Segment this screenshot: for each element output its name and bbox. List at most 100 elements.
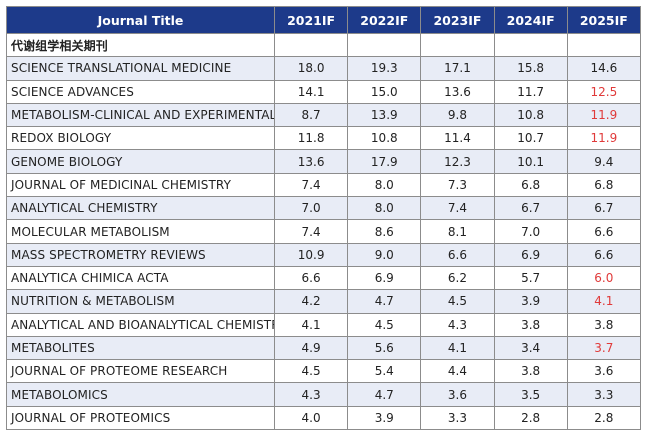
section-empty-cell [566, 32, 641, 58]
if-value-cell: 8.1 [420, 219, 495, 244]
if-value-cell: 11.9 [566, 102, 641, 128]
if-value-cell: 3.6 [566, 359, 641, 384]
header-2024if: 2024IF [493, 6, 568, 34]
journal-title-cell: MASS SPECTROMETRY REVIEWS [6, 242, 275, 267]
journal-title-cell: SCIENCE TRANSLATIONAL MEDICINE [6, 56, 275, 81]
if-value-cell: 8.6 [347, 219, 422, 244]
if-value-cell: 4.9 [273, 335, 349, 361]
if-value-cell: 3.5 [493, 382, 568, 407]
if-value-cell: 12.5 [566, 79, 641, 104]
if-value-cell: 10.8 [347, 126, 422, 151]
impact-factor-table-container: Journal Title 2021IF 2022IF 2023IF 2024I… [6, 6, 641, 436]
if-value-cell: 7.3 [420, 172, 495, 198]
if-value-cell: 10.1 [493, 149, 568, 174]
journal-title-cell: NUTRITION & METABOLISM [6, 289, 275, 314]
journal-title-cell: ANALYTICAL AND BIOANALYTICAL CHEMISTRY [6, 312, 275, 337]
if-value-cell: 5.7 [493, 265, 568, 291]
header-row: Journal Title 2021IF 2022IF 2023IF 2024I… [6, 6, 641, 34]
table-row: MASS SPECTROMETRY REVIEWS 10.9 9.0 6.6 6.9 6.… [6, 242, 641, 267]
if-value-cell: 4.3 [273, 382, 349, 407]
if-value-cell: 5.6 [347, 335, 422, 361]
journal-title-cell: ANALYTICA CHIMICA ACTA [6, 265, 275, 291]
journal-title-cell: JOURNAL OF PROTEOME RESEARCH [6, 359, 275, 384]
if-value-cell: 11.4 [420, 126, 495, 151]
if-value-cell: 4.7 [347, 382, 422, 407]
if-value-cell: 10.8 [493, 102, 568, 128]
journal-title-cell: JOURNAL OF PROTEOMICS [6, 405, 275, 431]
if-value-cell: 3.8 [566, 312, 641, 337]
table-row: METABOLITES 4.9 5.6 4.1 3.4 3.7 [6, 335, 641, 361]
if-value-cell: 2.8 [493, 405, 568, 431]
if-value-cell: 6.0 [566, 265, 641, 291]
header-2021if: 2021IF [273, 6, 349, 34]
if-value-cell: 18.0 [273, 56, 349, 81]
if-value-cell: 3.6 [420, 382, 495, 407]
if-value-cell: 3.7 [566, 335, 641, 361]
impact-factor-table: Journal Title 2021IF 2022IF 2023IF 2024I… [6, 6, 641, 431]
section-label: 代谢组学相关期刊 [6, 32, 275, 58]
header-2025if: 2025IF [566, 6, 641, 34]
if-value-cell: 14.6 [566, 56, 641, 81]
if-value-cell: 4.1 [566, 289, 641, 314]
table-row: GENOME BIOLOGY 13.6 17.9 12.3 10.1 9.4 [6, 149, 641, 174]
if-value-cell: 3.3 [420, 405, 495, 431]
if-value-cell: 6.8 [566, 172, 641, 198]
table-row: JOURNAL OF MEDICINAL CHEMISTRY 7.4 8.0 7.3 6… [6, 172, 641, 198]
if-value-cell: 15.8 [493, 56, 568, 81]
table-row: ANALYTICAL AND BIOANALYTICAL CHEMISTRY 4.… [6, 312, 641, 337]
if-value-cell: 7.4 [273, 172, 349, 198]
if-value-cell: 15.0 [347, 79, 422, 104]
if-value-cell: 14.1 [273, 79, 349, 104]
table-row: JOURNAL OF PROTEOMICS 4.0 3.9 3.3 2.8 2.8 [6, 405, 641, 431]
table-row: ANALYTICAL CHEMISTRY 7.0 8.0 7.4 6.7 6.7 [6, 196, 641, 221]
if-value-cell: 8.7 [273, 102, 349, 128]
section-row: 代谢组学相关期刊 [6, 32, 641, 58]
journal-title-cell: METABOLITES [6, 335, 275, 361]
table-row: JOURNAL OF PROTEOME RESEARCH 4.5 5.4 4.4 3.8… [6, 359, 641, 384]
if-value-cell: 4.1 [273, 312, 349, 337]
if-value-cell: 4.1 [420, 335, 495, 361]
table-row: METABOLISM-CLINICAL AND EXPERIMENTAL 8.7 1… [6, 102, 641, 128]
if-value-cell: 8.0 [347, 196, 422, 221]
table-row: MOLECULAR METABOLISM 7.4 8.6 8.1 7.0 6.6 [6, 219, 641, 244]
journal-title-cell: JOURNAL OF MEDICINAL CHEMISTRY [6, 172, 275, 198]
section-empty-cell [347, 32, 422, 58]
table-row: ANALYTICA CHIMICA ACTA 6.6 6.9 6.2 5.7 6.0 [6, 265, 641, 291]
if-value-cell: 17.9 [347, 149, 422, 174]
if-value-cell: 12.3 [420, 149, 495, 174]
if-value-cell: 6.6 [420, 242, 495, 267]
if-value-cell: 4.5 [273, 359, 349, 384]
if-value-cell: 6.6 [566, 219, 641, 244]
if-value-cell: 13.6 [273, 149, 349, 174]
if-value-cell: 7.4 [420, 196, 495, 221]
if-value-cell: 5.4 [347, 359, 422, 384]
if-value-cell: 9.8 [420, 102, 495, 128]
table-body: 代谢组学相关期刊 SCIENCE TRANSLATIONAL MEDICINE 1… [6, 32, 641, 431]
if-value-cell: 19.3 [347, 56, 422, 81]
if-value-cell: 4.4 [420, 359, 495, 384]
if-value-cell: 6.6 [566, 242, 641, 267]
if-value-cell: 6.8 [493, 172, 568, 198]
table-row: NUTRITION & METABOLISM 4.2 4.7 4.5 3.9 4.1 [6, 289, 641, 314]
header-2022if: 2022IF [347, 6, 422, 34]
if-value-cell: 9.0 [347, 242, 422, 267]
if-value-cell: 13.6 [420, 79, 495, 104]
if-value-cell: 11.8 [273, 126, 349, 151]
if-value-cell: 4.7 [347, 289, 422, 314]
table-row: REDOX BIOLOGY 11.8 10.8 11.4 10.7 11.9 [6, 126, 641, 151]
if-value-cell: 6.2 [420, 265, 495, 291]
section-empty-cell [273, 32, 349, 58]
if-value-cell: 9.4 [566, 149, 641, 174]
if-value-cell: 11.9 [566, 126, 641, 151]
journal-title-cell: METABOLISM-CLINICAL AND EXPERIMENTAL [6, 102, 275, 128]
if-value-cell: 3.8 [493, 312, 568, 337]
if-value-cell: 3.8 [493, 359, 568, 384]
if-value-cell: 7.4 [273, 219, 349, 244]
if-value-cell: 6.6 [273, 265, 349, 291]
if-value-cell: 3.9 [347, 405, 422, 431]
if-value-cell: 11.7 [493, 79, 568, 104]
if-value-cell: 6.7 [566, 196, 641, 221]
if-value-cell: 4.5 [420, 289, 495, 314]
if-value-cell: 4.5 [347, 312, 422, 337]
table-row: METABOLOMICS 4.3 4.7 3.6 3.5 3.3 [6, 382, 641, 407]
